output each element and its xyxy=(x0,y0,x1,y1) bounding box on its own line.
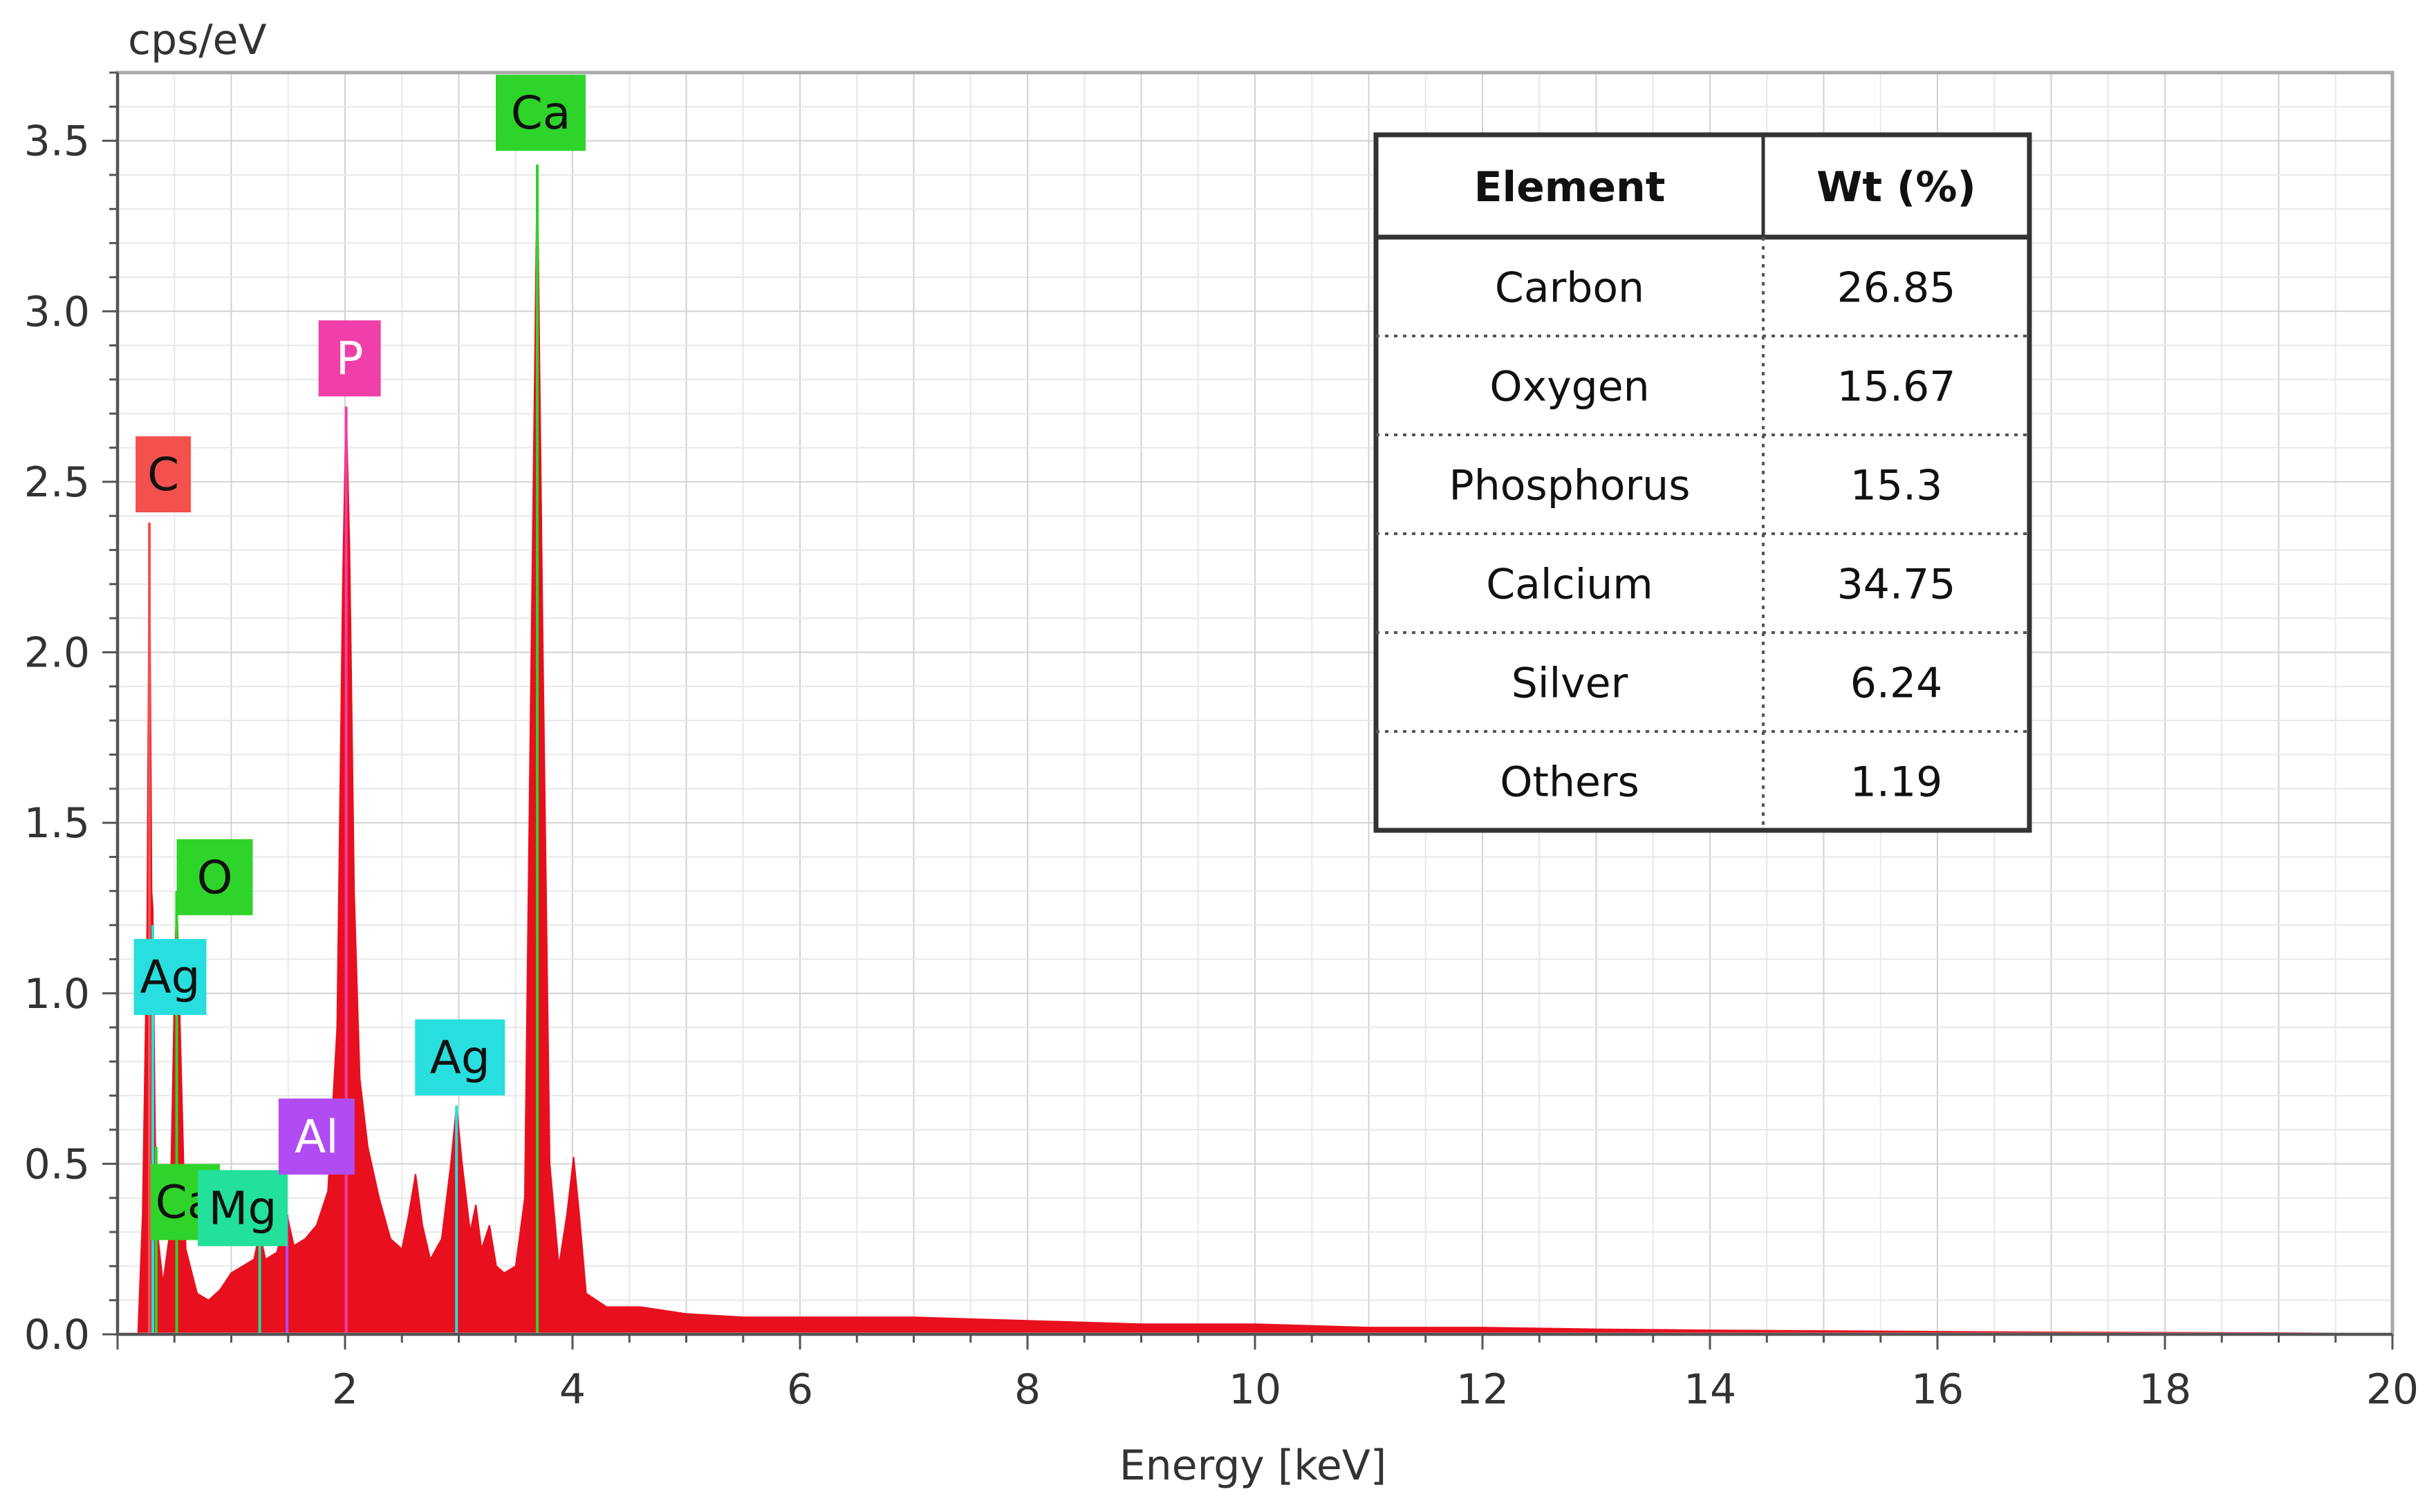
table-weight-cell: 26.85 xyxy=(1837,264,1956,312)
grid-layer xyxy=(117,72,2393,1335)
x-tick-label: 10 xyxy=(1229,1365,1281,1414)
peak-label: O xyxy=(197,851,233,904)
peak-label: Ca xyxy=(511,86,571,140)
x-tick-label: 4 xyxy=(559,1365,586,1414)
peak-label: P xyxy=(336,332,364,385)
table-weight-cell: 34.75 xyxy=(1837,561,1956,609)
y-tick-label: 1.0 xyxy=(24,970,90,1018)
table-weight-cell: 1.19 xyxy=(1850,758,1943,807)
y-tick-label: 2.0 xyxy=(24,629,90,678)
table-header-cell: Element xyxy=(1474,163,1666,212)
x-tick-label: 12 xyxy=(1456,1365,1509,1414)
x-tick-label: 18 xyxy=(2139,1365,2191,1414)
peak-label-box xyxy=(136,436,192,513)
table-weight-cell: 15.67 xyxy=(1837,363,1956,411)
composition-table: Element Wt (%) Carbon 26.85 Oxygen 15.67 Phosp… xyxy=(1373,132,2032,833)
peak-label-box xyxy=(415,1019,505,1096)
table-element-cell: Oxygen xyxy=(1489,363,1649,411)
table-element-cell: Silver xyxy=(1512,660,1628,708)
y-tick-label: 1.5 xyxy=(24,799,90,848)
table-element-cell: Phosphorus xyxy=(1449,462,1691,510)
table-element-cell: Others xyxy=(1500,758,1639,807)
peak-label-box xyxy=(176,839,253,915)
y-tick-label: 0.0 xyxy=(24,1311,90,1359)
x-tick-label: 6 xyxy=(787,1365,813,1414)
table-header-cell: Wt (%) xyxy=(1816,163,1976,212)
x-tick-label: 8 xyxy=(1014,1365,1041,1414)
table-frame xyxy=(1373,132,2032,833)
x-tick-label: 16 xyxy=(1911,1365,1964,1414)
peak-label: Ag xyxy=(430,1032,490,1085)
table-weight-cell: 6.24 xyxy=(1850,660,1943,708)
peak-label-box xyxy=(496,75,586,151)
peak-label: Al xyxy=(295,1110,339,1164)
peak-label: C xyxy=(147,448,179,501)
x-axis-label: Energy [keV] xyxy=(1119,1441,1387,1490)
peak-label-box xyxy=(133,939,207,1016)
peak-label: Ag xyxy=(140,951,200,1004)
peak-label-box xyxy=(197,1170,288,1247)
x-tick-label: 20 xyxy=(2366,1365,2419,1414)
y-axis-label: cps/eV xyxy=(128,16,267,64)
peak-label-box xyxy=(318,320,381,397)
table-weight-cell: 15.3 xyxy=(1850,462,1943,510)
x-tick-label: 14 xyxy=(1684,1365,1736,1414)
y-tick-label: 3.5 xyxy=(24,118,90,166)
axis-layer: cps/eV Energy [keV] 0.0 0.5 1.0 1.5 2.0 2.5 3.… xyxy=(24,16,2419,1490)
y-tick-label: 3.0 xyxy=(24,288,90,336)
y-tick-label: 0.5 xyxy=(24,1140,90,1188)
table-element-cell: Calcium xyxy=(1486,561,1653,609)
peak-label-box xyxy=(278,1098,355,1175)
y-tick-label: 2.5 xyxy=(24,458,90,507)
x-tick-label: 2 xyxy=(332,1365,358,1414)
table-element-cell: Carbon xyxy=(1495,264,1644,312)
peak-label: Mg xyxy=(209,1182,277,1235)
spectrum-layer xyxy=(118,165,2392,1335)
